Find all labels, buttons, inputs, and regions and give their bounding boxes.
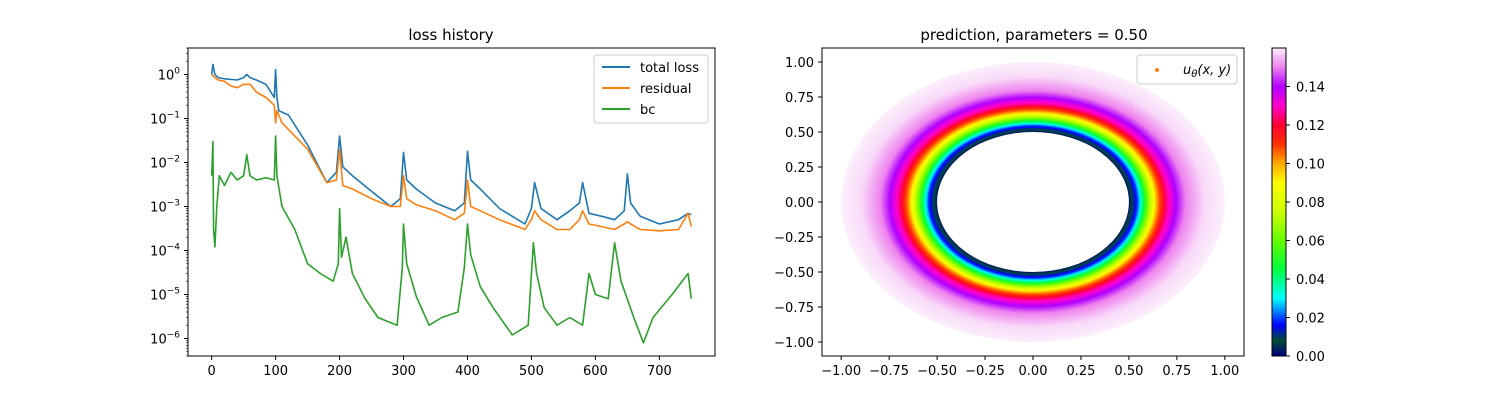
y-tick-label: 0.50 (785, 126, 814, 141)
axes: −1.00 −0.75 −0.50 −0.25 0.00 0.25 0.50 0.75 1.00… (774, 56, 1239, 379)
legend-box (593, 54, 709, 124)
domain-hole (937, 132, 1129, 272)
y-tick-label: 10−2 (150, 154, 180, 171)
colorbar: 0.00 0.02 0.04 0.06 0.08 0.10 0.12 0.14 (1271, 47, 1325, 365)
x-tick-label: 600 (583, 364, 608, 379)
legend: total loss residual bc (593, 54, 709, 124)
legend-label: bc (640, 103, 655, 118)
plot-area (210, 63, 693, 344)
y-tick-label: −0.50 (774, 266, 814, 281)
x-tick-label: −0.50 (917, 364, 957, 379)
x-tick-label: −1.00 (821, 364, 861, 379)
x-tick-label: 400 (455, 364, 480, 379)
y-tick-label: 10−3 (150, 198, 180, 215)
y-tick-label: −0.25 (774, 231, 814, 246)
x-tick-label: 0.75 (1162, 364, 1191, 379)
colorbar-ticks: 0.00 0.02 0.04 0.06 0.08 0.10 0.12 0.14 (1286, 81, 1325, 365)
y-tick-label: 1.00 (785, 56, 814, 71)
colorbar-tick-label: 0.00 (1296, 350, 1325, 365)
plot-area (841, 62, 1225, 342)
legend: uθ(x, y) (1136, 54, 1238, 85)
y-tick-label: 0.25 (785, 161, 814, 176)
y-tick-label: 100 (158, 66, 181, 83)
x-tick-label: 700 (647, 364, 672, 379)
legend-marker (1155, 68, 1159, 72)
colorbar-tick-label: 0.08 (1296, 196, 1325, 211)
x-tick-label: 100 (263, 364, 288, 379)
x-tick-label: −0.75 (869, 364, 909, 379)
y-tick-label: 0.00 (785, 196, 814, 211)
y-tick-label: 10−1 (150, 110, 180, 127)
axes: 0 100 200 300 400 500 600 700 10−6 10−5 10−4 10−3 10… (150, 47, 672, 379)
chart-title: loss history (408, 26, 493, 44)
y-tick-label: −1.00 (774, 336, 814, 351)
legend-box (1136, 54, 1238, 85)
axes-frame (187, 47, 716, 357)
y-tick-label: 10−4 (150, 242, 180, 259)
chart-title: prediction, parameters = 0.50 (920, 26, 1147, 44)
y-tick-label: 10−6 (150, 330, 180, 347)
x-tick-label: 0.50 (1114, 364, 1143, 379)
x-tick-label: −0.25 (965, 364, 1005, 379)
x-tick-label: 0.00 (1019, 364, 1048, 379)
colorbar-gradient (1272, 48, 1286, 356)
y-tick-label: 10−5 (150, 286, 180, 303)
colorbar-tick-label: 0.12 (1296, 119, 1325, 134)
x-tick-label: 300 (391, 364, 416, 379)
colorbar-tick-label: 0.06 (1296, 235, 1325, 250)
colorbar-tick-label: 0.10 (1296, 158, 1325, 173)
colorbar-tick-label: 0.04 (1296, 273, 1325, 288)
colorbar-tick-label: 0.14 (1296, 81, 1325, 96)
loss-history-chart: loss history 0 100 200 300 400 500 600 700 10−6 1… (150, 26, 716, 379)
series-line (210, 63, 692, 225)
x-tick-label: 200 (327, 364, 352, 379)
legend-label: total loss (640, 61, 699, 76)
series-line (211, 73, 693, 232)
legend-label: residual (640, 82, 692, 97)
series-line (210, 135, 693, 344)
legend-label: uθ(x, y) (1183, 63, 1231, 80)
axes-frame (821, 47, 1245, 357)
prediction-chart: prediction, parameters = 0.50 −1.00 −0.75… (774, 26, 1325, 379)
x-tick-label: 0 (208, 364, 216, 379)
x-tick-label: 0.25 (1066, 364, 1095, 379)
x-tick-label: 500 (519, 364, 544, 379)
colorbar-tick-label: 0.02 (1296, 312, 1325, 327)
y-tick-label: −0.75 (774, 301, 814, 316)
y-tick-label: 0.75 (785, 91, 814, 106)
x-tick-label: 1.00 (1210, 364, 1239, 379)
